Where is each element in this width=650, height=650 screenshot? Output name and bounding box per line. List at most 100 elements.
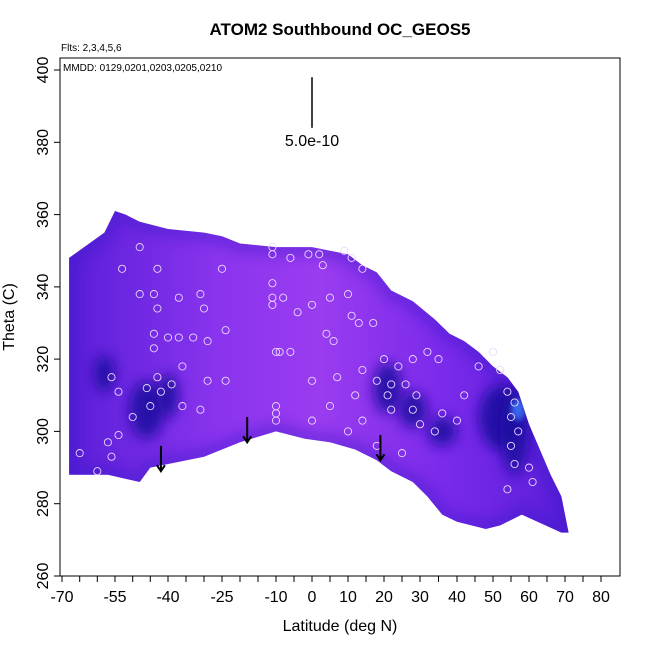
sample-marker	[221, 326, 230, 335]
y-tick-label: 280	[35, 490, 52, 517]
x-tick-label: 70	[556, 589, 574, 606]
sample-marker	[358, 416, 367, 425]
heatmap-low-region	[373, 362, 402, 414]
plot-frame	[59, 57, 621, 577]
heatmap-low-region	[129, 380, 165, 439]
sample-marker	[221, 376, 230, 385]
sample-marker	[329, 337, 338, 346]
sample-marker	[343, 290, 353, 299]
sample-marker	[387, 405, 396, 414]
scale-bar: 5.0e-10	[285, 77, 339, 150]
sample-marker	[307, 300, 317, 309]
y-tick-label: 300	[35, 418, 52, 445]
x-tick-label: 10	[339, 589, 357, 606]
sample-marker	[174, 333, 183, 342]
sample-marker	[347, 253, 356, 262]
sample-marker	[383, 391, 392, 400]
heatmap-low-region	[157, 373, 179, 417]
heatmap-low-region	[427, 416, 458, 446]
sample-marker	[325, 293, 335, 302]
sample-marker	[408, 405, 417, 414]
sample-marker	[149, 329, 158, 338]
sample-marker	[340, 246, 349, 255]
sample-marker	[438, 409, 447, 418]
sample-marker	[452, 416, 462, 425]
sample-marker	[307, 376, 317, 385]
sample-marker	[271, 416, 281, 425]
sample-marker	[142, 384, 151, 393]
sample-marker	[358, 365, 367, 375]
x-tick-label: 50	[484, 589, 502, 606]
sample-marker	[189, 333, 198, 342]
sample-marker	[196, 405, 205, 414]
sample-marker	[275, 347, 284, 356]
sample-marker	[268, 300, 277, 309]
sample-marker	[107, 452, 116, 461]
x-tick-label: -40	[156, 589, 179, 606]
x-tick-label: -70	[50, 589, 73, 606]
sample-marker	[372, 376, 381, 385]
x-tick-label: -10	[264, 589, 287, 606]
sample-marker	[510, 459, 519, 469]
sample-marker	[514, 427, 523, 436]
sample-marker	[397, 449, 407, 458]
x-axis: -70 -55 -40 -25 -10 0 10 20 30 40 50 60 70 80	[50, 576, 610, 606]
down-arrow	[242, 416, 253, 445]
sample-marker	[358, 264, 367, 273]
sample-marker	[304, 250, 313, 259]
sample-marker	[118, 264, 127, 273]
sample-marker	[114, 430, 123, 440]
sample-marker	[347, 311, 356, 320]
down-arrow	[156, 445, 166, 473]
sample-marker	[325, 402, 335, 411]
sample-marker	[369, 318, 378, 328]
heatmap-low-region	[93, 355, 115, 392]
sample-marker	[135, 243, 144, 252]
x-tick-label: -25	[210, 589, 233, 606]
y-tick-label: 360	[35, 201, 52, 228]
sample-marker	[408, 355, 417, 364]
down-arrow	[375, 435, 386, 463]
sample-marker	[506, 441, 516, 450]
sample-marker	[351, 391, 360, 400]
sample-marker	[333, 373, 342, 382]
heatmap-low-region	[398, 391, 428, 428]
scale-bar-label: 5.0e-10	[285, 133, 339, 150]
dates-note: MMDD: 0129,0201,0203,0205,0210	[63, 63, 222, 74]
sample-marker	[114, 387, 123, 396]
chart-title: ATOM2 Southbound OC_GEOS5	[210, 20, 471, 39]
sample-marker	[75, 449, 84, 458]
sample-marker	[474, 362, 483, 371]
sample-marker	[343, 427, 353, 436]
sample-marker	[153, 304, 162, 313]
x-tick-label: 20	[375, 589, 393, 606]
sample-markers	[75, 243, 537, 494]
x-tick-label: 30	[411, 589, 429, 606]
sample-marker	[203, 376, 212, 385]
sample-marker	[135, 290, 144, 299]
sample-marker	[412, 391, 421, 400]
sample-marker	[503, 387, 512, 396]
arrows	[156, 416, 386, 473]
y-tick-label: 380	[35, 129, 52, 156]
x-tick-label: 40	[448, 589, 466, 606]
sample-marker	[524, 463, 534, 472]
sample-marker	[286, 347, 295, 356]
sample-marker	[196, 290, 205, 299]
sample-marker	[149, 344, 158, 353]
sample-marker	[423, 347, 432, 356]
y-axis: 260 280 300 320 340 360 380 400	[35, 57, 60, 590]
sample-marker	[503, 485, 512, 494]
sample-marker	[268, 279, 277, 288]
y-axis-label: Theta (C)	[1, 283, 18, 351]
y-tick-label: 260	[35, 563, 52, 590]
sample-marker	[322, 329, 331, 338]
heatmap-bright-region	[511, 398, 526, 421]
sample-marker	[128, 412, 137, 422]
sample-marker	[293, 308, 302, 317]
x-tick-label: 80	[592, 589, 610, 606]
y-tick-label: 400	[35, 57, 52, 84]
sample-marker	[488, 347, 498, 356]
sample-marker	[156, 387, 165, 396]
